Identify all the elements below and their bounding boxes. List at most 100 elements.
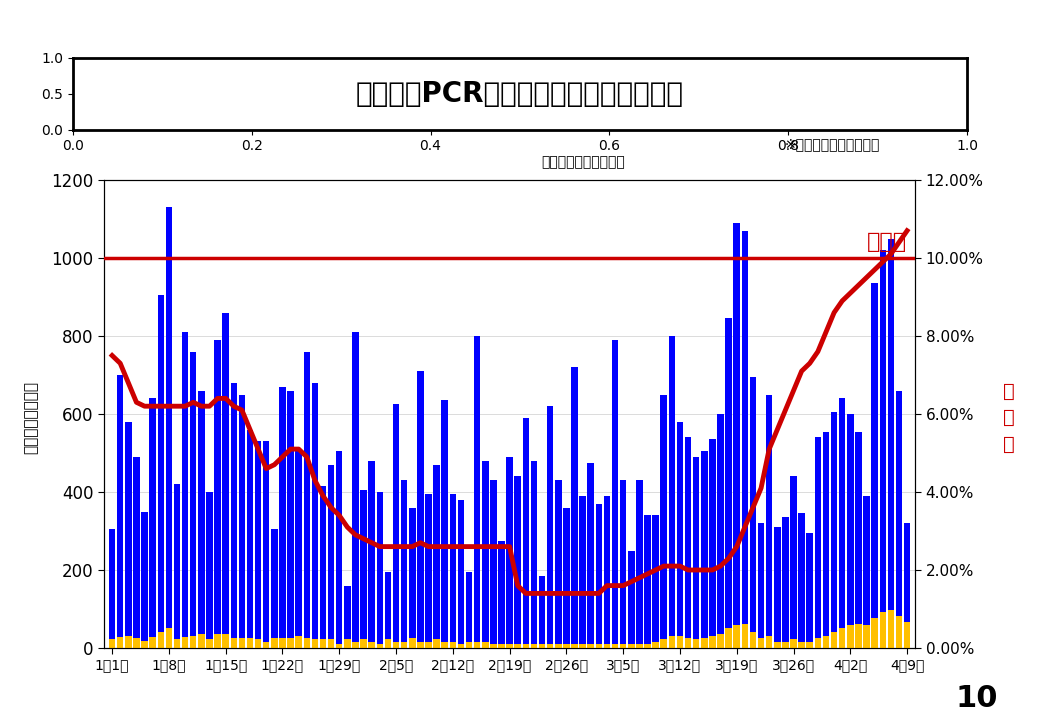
Bar (417, 642, 423, 648)
Bar (701, 451, 707, 648)
Bar (895, 616, 903, 648)
Bar (279, 387, 286, 648)
Bar (774, 527, 781, 648)
Bar (206, 492, 213, 648)
Bar (255, 441, 261, 648)
Bar (133, 638, 139, 648)
Bar (669, 636, 675, 648)
Bar (336, 451, 342, 648)
Bar (596, 644, 602, 648)
Bar (774, 642, 781, 648)
Bar (482, 461, 489, 648)
Bar (449, 494, 457, 648)
Bar (782, 642, 788, 648)
Bar (782, 518, 788, 648)
Bar (620, 480, 626, 648)
Bar (563, 644, 570, 648)
Bar (263, 642, 269, 648)
Bar (855, 431, 862, 648)
Bar (490, 480, 497, 648)
Bar (530, 461, 538, 648)
Bar (718, 634, 724, 648)
Bar (150, 637, 156, 648)
Bar (466, 642, 472, 648)
Bar (174, 639, 180, 648)
Bar (344, 639, 350, 648)
Bar (563, 508, 570, 648)
Bar (799, 513, 805, 648)
Bar (506, 644, 513, 648)
Bar (109, 529, 115, 648)
Bar (790, 477, 797, 648)
Bar (434, 639, 440, 648)
Text: ※県オープンデータより: ※県オープンデータより (784, 137, 880, 151)
Bar (353, 642, 359, 648)
Bar (198, 390, 205, 648)
Legend: 県検査件数, 陽性数, 陽性率: 県検査件数, 陽性数, 陽性率 (112, 104, 381, 132)
Bar (555, 644, 562, 648)
Bar (839, 398, 846, 648)
Bar (855, 624, 862, 648)
Bar (831, 412, 837, 648)
Bar (223, 312, 229, 648)
Bar (336, 644, 342, 648)
Bar (441, 400, 448, 648)
Bar (400, 642, 408, 648)
Bar (652, 642, 659, 648)
Bar (376, 492, 383, 648)
Bar (742, 230, 748, 648)
Bar (206, 639, 213, 648)
Bar (515, 477, 521, 648)
Bar (765, 395, 773, 648)
Bar (880, 612, 886, 648)
Bar (847, 626, 854, 648)
Text: １０％: １０％ (867, 232, 907, 252)
Text: 陽
性
率: 陽 性 率 (1003, 382, 1015, 454)
Bar (547, 406, 553, 648)
Bar (790, 639, 797, 648)
Bar (458, 644, 464, 648)
Bar (515, 644, 521, 648)
Bar (231, 383, 237, 648)
Bar (116, 637, 124, 648)
Bar (385, 639, 391, 648)
Bar (498, 541, 504, 648)
Bar (360, 490, 367, 648)
Bar (319, 486, 327, 648)
Bar (660, 639, 667, 648)
Bar (880, 250, 886, 648)
Bar (677, 422, 683, 648)
Bar (182, 637, 188, 648)
Bar (725, 628, 732, 648)
Bar (157, 295, 164, 648)
Bar (872, 618, 878, 648)
Bar (750, 377, 756, 648)
Bar (539, 576, 545, 648)
Bar (839, 628, 846, 648)
Bar (409, 638, 416, 648)
Bar (603, 496, 610, 648)
Bar (612, 644, 619, 648)
Bar (449, 642, 457, 648)
Bar (474, 642, 480, 648)
Bar (116, 375, 124, 648)
Bar (863, 626, 869, 648)
Bar (319, 639, 327, 648)
Bar (547, 644, 553, 648)
Bar (814, 638, 822, 648)
Bar (652, 516, 659, 648)
Bar (644, 516, 651, 648)
Text: （７日間の移動平均）: （７日間の移動平均） (541, 155, 625, 169)
Bar (246, 638, 254, 648)
Bar (238, 638, 245, 648)
Bar (571, 367, 578, 648)
Bar (733, 626, 740, 648)
Bar (344, 585, 350, 648)
Bar (823, 431, 829, 648)
Bar (612, 340, 619, 648)
Bar (887, 610, 894, 648)
Bar (441, 642, 448, 648)
Bar (684, 437, 692, 648)
Bar (750, 631, 756, 648)
Bar (295, 636, 302, 648)
